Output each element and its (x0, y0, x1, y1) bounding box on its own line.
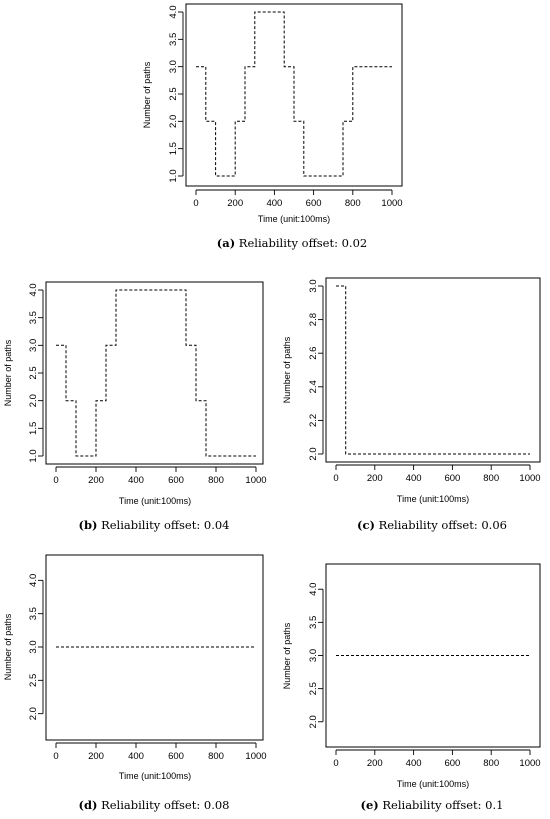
x-axis-label: Time (unit:100ms) (397, 494, 469, 504)
panel-a: 0 200 400 600 800 1000 1.0 1.5 2.0 2.5 3.0 3.5 4.0 T… (142, 3, 403, 224)
x-tick-label: 800 (345, 198, 361, 209)
x-tick-label: 1000 (381, 198, 402, 209)
x-axis-label: Time (unit:100ms) (258, 214, 330, 224)
y-tick-label: 2.5 (28, 366, 39, 379)
y-tick-label: 4.0 (28, 574, 39, 587)
y-tick-label: 2.0 (308, 447, 319, 460)
caption-text: Reliability offset: 0.04 (101, 518, 230, 532)
plot-frame (325, 563, 541, 748)
caption-b: (b) Reliability offset: 0.04 (79, 518, 230, 532)
panel-e: 0 200 400 600 800 1000 2.0 2.5 3.0 3.5 4.0 Time (u… (282, 563, 541, 789)
y-tick-label: 2.5 (168, 87, 179, 100)
x-axis-label: Time (unit:100ms) (119, 771, 191, 781)
series-line (336, 285, 530, 455)
x-tick-label: 0 (53, 751, 58, 762)
y-axis-label: Number of paths (282, 622, 292, 689)
y-tick-label: 3.0 (308, 279, 319, 292)
caption-letter: (c) (357, 518, 375, 532)
y-tick-label: 4.0 (28, 283, 39, 296)
y-tick-label: 2.0 (308, 715, 319, 728)
x-tick-label: 600 (444, 758, 460, 769)
x-tick-label: 400 (266, 198, 282, 209)
y-tick-label: 1.5 (28, 422, 39, 435)
x-tick-label: 800 (208, 751, 224, 762)
y-tick-label: 3.0 (28, 640, 39, 653)
y-tick-label: 3.5 (308, 616, 319, 629)
caption-a: (a) Reliability offset: 0.02 (217, 236, 367, 250)
y-tick-label: 2.5 (308, 682, 319, 695)
x-tick-label: 1000 (245, 751, 266, 762)
x-tick-label: 0 (193, 198, 198, 209)
y-tick-label: 3.0 (28, 339, 39, 352)
y-tick-label: 2.8 (308, 313, 319, 326)
x-tick-label: 1000 (519, 473, 540, 484)
caption-text: Reliability offset: 0.1 (382, 798, 504, 812)
x-tick-label: 200 (227, 198, 243, 209)
y-axis-label: Number of paths (3, 613, 13, 680)
y-tick-label: 1.5 (168, 142, 179, 155)
x-tick-label: 800 (208, 475, 224, 486)
x-tick-label: 600 (306, 198, 322, 209)
caption-text: Reliability offset: 0.08 (101, 798, 230, 812)
y-tick-label: 2.0 (28, 394, 39, 407)
y-tick-label: 2.5 (28, 674, 39, 687)
panel-b: 0 200 400 600 800 1000 1.0 1.5 2.0 2.5 3.0 3.5 4.0 T… (3, 281, 267, 506)
x-tick-label: 0 (53, 475, 58, 486)
series-line (56, 289, 256, 457)
y-tick-label: 3.5 (28, 607, 39, 620)
plot-frame (45, 281, 264, 465)
x-tick-label: 800 (483, 473, 499, 484)
x-axis-label: Time (unit:100ms) (119, 496, 191, 506)
plot-frame (185, 3, 403, 187)
y-tick-label: 4.0 (168, 5, 179, 18)
y-tick-label: 3.5 (168, 33, 179, 46)
x-tick-label: 0 (333, 758, 338, 769)
caption-e: (e) Reliability offset: 0.1 (361, 798, 504, 812)
y-tick-label: 1.0 (28, 449, 39, 462)
caption-text: Reliability offset: 0.02 (238, 236, 368, 250)
x-tick-label: 200 (367, 473, 383, 484)
y-tick-label: 4.0 (308, 583, 319, 596)
x-axis-label: Time (unit:100ms) (397, 779, 469, 789)
panel-c: 0 200 400 600 800 1000 2.0 2.2 2.4 2.6 2.8 3.0 Time… (282, 277, 541, 504)
x-tick-label: 400 (128, 751, 144, 762)
x-tick-label: 1000 (519, 758, 540, 769)
series-line (196, 11, 392, 177)
caption-letter: (d) (78, 798, 98, 812)
y-tick-label: 2.2 (308, 414, 319, 427)
panel-d: 0 200 400 600 800 1000 2.0 2.5 3.0 3.5 4.0 Time (u… (3, 554, 267, 781)
x-tick-label: 600 (168, 475, 184, 486)
y-axis-label: Number of paths (142, 61, 152, 128)
y-tick-label: 1.0 (168, 169, 179, 182)
x-tick-label: 0 (333, 473, 338, 484)
y-tick-label: 2.4 (308, 380, 319, 393)
caption-d: (d) Reliability offset: 0.08 (79, 798, 230, 812)
caption-c: (c) Reliability offset: 0.06 (357, 518, 507, 532)
y-axis-label: Number of paths (282, 336, 292, 403)
x-tick-label: 200 (88, 475, 104, 486)
y-tick-label: 2.0 (168, 115, 179, 128)
x-tick-label: 400 (128, 475, 144, 486)
y-tick-label: 3.5 (28, 311, 39, 324)
plot-frame (325, 277, 541, 463)
caption-text: Reliability offset: 0.06 (378, 518, 507, 532)
y-tick-label: 2.6 (308, 347, 319, 360)
x-tick-label: 200 (88, 751, 104, 762)
plot-frame (45, 554, 264, 741)
x-tick-label: 1000 (245, 475, 266, 486)
y-tick-label: 3.0 (168, 60, 179, 73)
x-tick-label: 200 (367, 758, 383, 769)
caption-letter: (a) (216, 236, 236, 250)
x-tick-label: 600 (168, 751, 184, 762)
x-tick-label: 800 (483, 758, 499, 769)
x-tick-label: 400 (406, 758, 422, 769)
caption-letter: (e) (360, 798, 379, 812)
y-axis-label: Number of paths (3, 339, 13, 406)
caption-letter: (b) (78, 518, 98, 532)
y-tick-label: 3.0 (308, 649, 319, 662)
x-tick-label: 400 (406, 473, 422, 484)
x-tick-label: 600 (444, 473, 460, 484)
y-tick-label: 2.0 (28, 707, 39, 720)
